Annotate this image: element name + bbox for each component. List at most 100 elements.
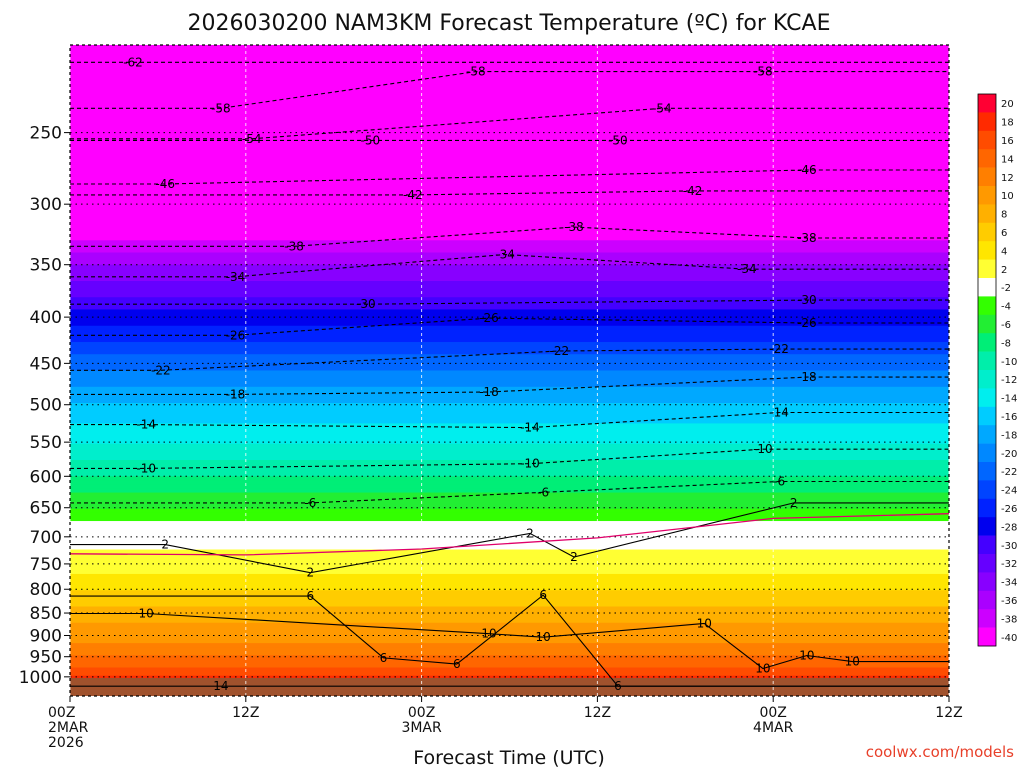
colorbar-tick-label: -12 [1001,375,1017,386]
colorbar-tick-label: 6 [1001,228,1007,239]
temperature-band [70,122,949,127]
temperature-band [70,219,949,225]
temperature-band [70,81,949,87]
temperature-band [70,398,949,404]
colorbar-swatch [978,498,996,518]
contour-label: -26 [226,328,246,342]
colorbar-swatch [978,590,996,610]
colorbar-tick-label: -34 [1001,578,1017,589]
x-tick-label: 2026 [48,735,84,751]
colorbar-tick-label: -26 [1001,504,1017,515]
colorbar-swatch [978,278,996,297]
temperature-band [70,671,949,677]
temperature-band [70,211,949,217]
temperature-band [70,89,949,95]
temperature-band [70,431,949,437]
contour-line [70,169,949,185]
temperature-band [70,492,949,498]
colorbar-swatch [978,314,996,334]
colorbar-tick-label: -6 [1001,320,1011,331]
credit-link[interactable]: coolwx.com/models [866,743,1014,761]
colorbar-swatch [978,609,996,628]
temperature-band [70,280,949,286]
contour-label: 10 [536,630,551,644]
contour-label: 6 [453,657,461,671]
contour-label: -26 [797,316,817,330]
contour-label: -22 [769,342,789,356]
temperature-band [70,504,949,510]
temperature-band [70,561,949,567]
temperature-band [70,289,949,294]
y-tick-label: 400 [30,308,62,328]
temperature-bands [70,45,949,696]
temperature-band [70,167,949,172]
temperature-band [70,582,949,587]
contour-label: 10 [845,655,860,669]
temperature-band [70,382,949,388]
temperature-band [70,256,949,262]
temperature-band [70,480,949,486]
temperature-band [70,264,949,270]
contour-label: -38 [284,239,304,253]
x-tick-label: 12Z [232,705,259,721]
temperature-band [70,675,949,681]
temperature-band [70,138,949,144]
y-tick-label: 850 [30,604,62,624]
colorbar-tick-label: -14 [1001,394,1017,405]
temperature-band [70,545,949,551]
temperature-band [70,378,949,384]
temperature-band [70,476,949,481]
contour-label: 10 [755,662,770,676]
temperature-band [70,423,949,429]
contour-label: 2 [306,566,314,580]
temperature-band [70,232,949,237]
temperature-band [70,451,949,457]
temperature-band [70,146,949,152]
contour-line [70,448,949,469]
contour-label: -58 [753,65,773,79]
colorbar-swatch [978,333,996,352]
contour-label: -42 [683,184,703,198]
y-tick-label: 250 [30,124,62,144]
colorbar-swatch [978,443,996,463]
x-tick-label: 12Z [935,705,962,721]
contour-line [70,612,949,670]
contour-line [70,376,949,395]
contour-label: -58 [211,101,231,115]
colorbar-swatch [978,406,996,426]
colorbar-frame [977,93,997,647]
temperature-band [70,53,949,58]
colorbar-tick-label: -4 [1001,302,1011,313]
temperature-band [70,366,949,372]
colorbar-swatch [978,517,996,536]
temperature-band [70,337,949,343]
temperature-band [70,512,949,518]
temperature-band [70,537,949,542]
temperature-band [70,643,949,648]
contour-label: -62 [123,55,143,69]
temperature-band [70,602,949,608]
contour-label: 2 [570,550,578,564]
colorbar-swatch [978,222,996,242]
temperature-band [70,45,949,50]
x-tick-label: 12Z [584,705,611,721]
temperature-band [70,521,949,526]
temperature-band [70,293,949,298]
temperature-band [70,639,949,644]
contour-label: -6 [537,485,549,499]
colorbar-swatch [978,204,996,224]
y-tick-label: 800 [30,580,62,600]
colorbar-tick-label: -32 [1001,559,1017,570]
y-tick-label: 950 [30,648,62,668]
colorbar-swatch [978,535,996,555]
x-axis-label: Forecast Time (UTC) [413,747,604,768]
contour-label: -14 [520,421,540,435]
contour-label: -18 [797,370,817,384]
temperature-band [70,313,949,319]
temperature-band [70,325,949,331]
contour-label: -42 [403,188,423,202]
temperature-band [70,610,949,616]
temperature-band [70,565,949,571]
colorbar-tick-label: 14 [1001,154,1014,165]
temperature-band [70,191,949,197]
